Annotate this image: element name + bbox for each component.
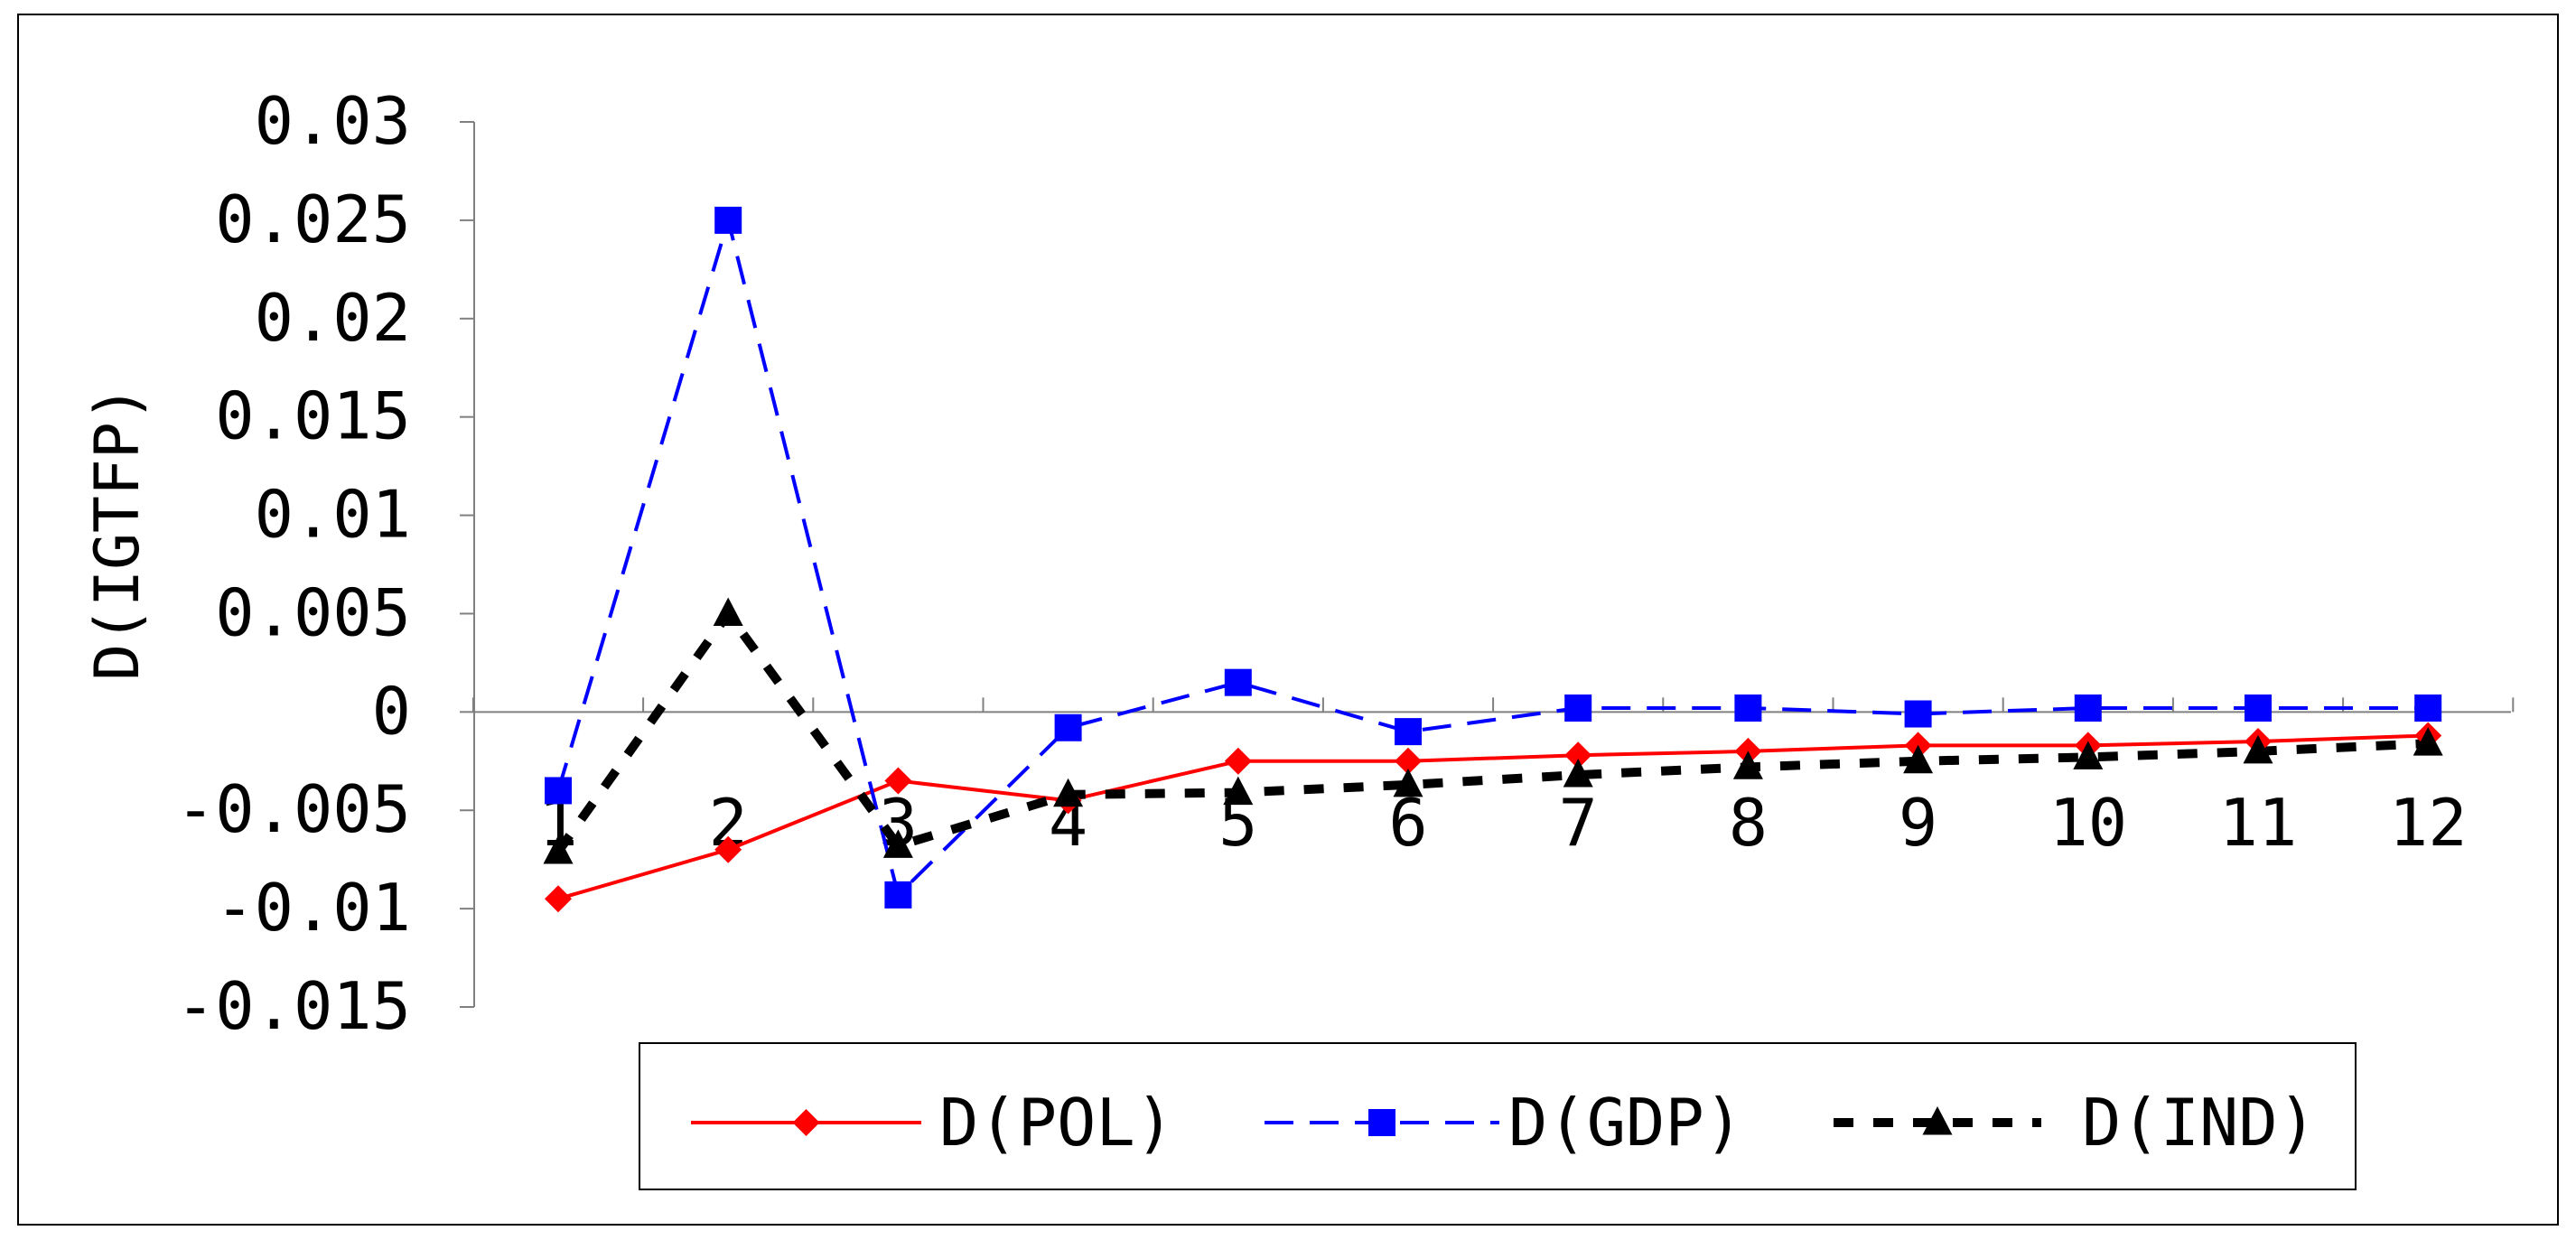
- y-axis-label: D(IGTFP): [82, 385, 154, 681]
- data-point-marker: [1922, 1106, 1953, 1135]
- data-point-marker: [2413, 727, 2443, 756]
- data-point-marker: [2245, 694, 2272, 722]
- data-point-marker: [1224, 747, 1252, 775]
- data-point-marker: [713, 597, 743, 626]
- y-tick-label: 0.03: [255, 83, 411, 159]
- data-point-marker: [1054, 713, 1082, 741]
- y-tick-label: -0.005: [176, 771, 411, 847]
- data-point-marker: [2074, 694, 2102, 722]
- series-lines: [554, 218, 2429, 901]
- data-point-marker: [2243, 734, 2273, 764]
- legend: D(POL) D(GDP) D(IND): [639, 1042, 2357, 1190]
- data-point-marker: [714, 206, 742, 234]
- y-tick-label: 0.01: [255, 477, 411, 553]
- data-point-marker: [2414, 694, 2442, 722]
- x-tick-label: 9: [1899, 785, 1937, 861]
- x-tick-label: 6: [1388, 785, 1427, 861]
- legend-box: [639, 1042, 2357, 1190]
- data-point-marker: [1395, 747, 1422, 775]
- data-point-marker: [792, 1109, 820, 1136]
- y-tick-label: -0.01: [215, 870, 411, 946]
- x-tick-label: 8: [1729, 785, 1768, 861]
- x-tick-labels: 1 2 3 4 5 6 7 8 9 10 11 12: [538, 785, 2467, 861]
- data-point-marker: [543, 834, 574, 864]
- axes: [460, 121, 2515, 1008]
- legend-label: D(GDP): [1508, 1085, 1743, 1161]
- data-point-marker: [1903, 744, 1934, 774]
- data-point-marker: [1393, 768, 1423, 797]
- x-tick-label: 10: [2049, 785, 2127, 861]
- series-markers: [543, 206, 2443, 913]
- data-point-marker: [1734, 694, 1762, 722]
- chart-border: [17, 14, 2559, 1226]
- y-tick-label: 0.025: [215, 182, 411, 257]
- series-line-dpol: [557, 733, 2429, 901]
- x-tick-label: 7: [1559, 785, 1598, 861]
- x-tick-label: 12: [2389, 785, 2468, 861]
- data-point-marker: [1053, 778, 1084, 807]
- series-line-dind: [554, 609, 2429, 854]
- data-point-marker: [882, 829, 913, 858]
- data-point-marker: [2073, 741, 2104, 769]
- y-tick-label: 0.02: [255, 280, 411, 356]
- data-point-marker: [884, 767, 912, 795]
- legend-label: D(IND): [2082, 1085, 2317, 1161]
- legend-label: D(POL): [939, 1085, 1174, 1161]
- data-point-marker: [1564, 694, 1592, 722]
- y-tick-label: 0.005: [215, 574, 411, 650]
- y-tick-label: 0: [372, 673, 411, 749]
- data-point-marker: [1904, 700, 1932, 728]
- y-tick-label: 0.015: [215, 378, 411, 454]
- data-point-marker: [1395, 718, 1422, 746]
- data-point-marker: [545, 885, 572, 913]
- series-line-dgdp: [556, 218, 2429, 897]
- data-point-marker: [1368, 1109, 1395, 1136]
- x-tick-label: 11: [2219, 785, 2298, 861]
- data-point-marker: [1223, 776, 1254, 806]
- data-point-marker: [714, 835, 742, 863]
- data-point-marker: [1224, 668, 1252, 696]
- data-point-marker: [1564, 741, 1592, 769]
- data-point-marker: [1563, 759, 1593, 788]
- data-point-marker: [884, 881, 912, 909]
- data-point-marker: [1732, 751, 1763, 779]
- data-point-marker: [545, 777, 572, 805]
- y-tick-label: -0.015: [176, 968, 411, 1044]
- y-tick-labels: 0.03 0.025 0.02 0.015 0.01 0.005 0 -0.005 -0.01 -…: [176, 83, 411, 1044]
